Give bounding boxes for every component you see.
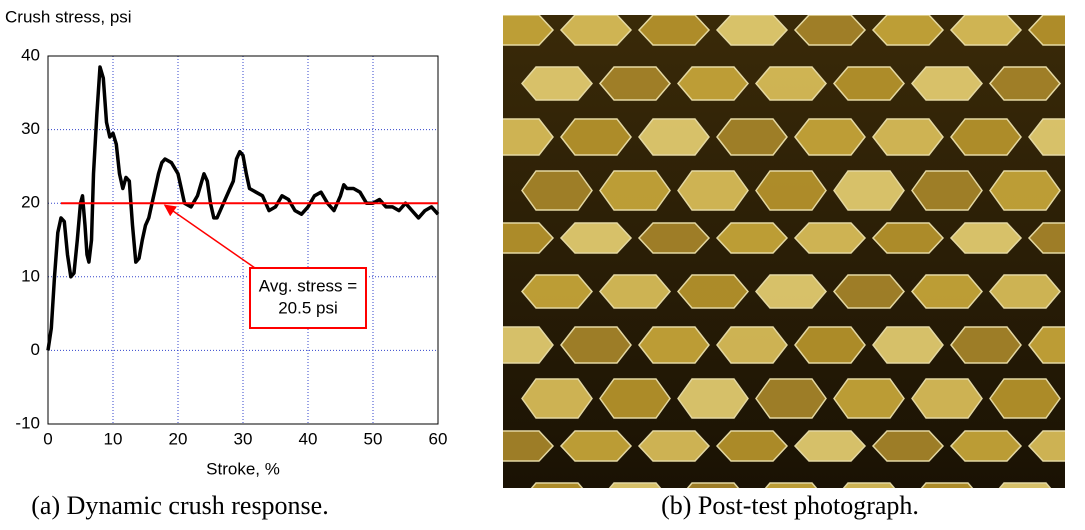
photo-cell bbox=[561, 119, 631, 155]
page: {"chart_data": {"type": "line", "y_label… bbox=[0, 0, 1085, 530]
x-tick-label: 10 bbox=[104, 429, 123, 448]
photo-cell bbox=[483, 119, 553, 155]
photo-cell bbox=[639, 15, 709, 45]
photo-cell bbox=[873, 15, 943, 45]
photo-cell bbox=[990, 171, 1060, 210]
photo-cell bbox=[717, 119, 787, 155]
photo-cell bbox=[483, 223, 553, 253]
photo-cell bbox=[717, 327, 787, 363]
photo-cell bbox=[795, 431, 865, 461]
photo-cell bbox=[912, 67, 982, 100]
photo-cell bbox=[912, 379, 982, 418]
photo-cell bbox=[561, 327, 631, 363]
photo-cell bbox=[1068, 379, 1085, 418]
y-tick-label: 0 bbox=[31, 340, 40, 359]
photo-cell bbox=[639, 223, 709, 253]
photo-cell bbox=[678, 171, 748, 210]
photo-cell bbox=[639, 431, 709, 461]
photo-cell bbox=[990, 483, 1060, 516]
photo-cell bbox=[639, 327, 709, 363]
x-tick-label: 20 bbox=[169, 429, 188, 448]
x-tick-label: 50 bbox=[364, 429, 383, 448]
y-tick-label: 20 bbox=[21, 193, 40, 212]
photo-cell bbox=[873, 327, 943, 363]
photo-cell bbox=[600, 379, 670, 418]
photo-cell bbox=[795, 223, 865, 253]
photo-cell bbox=[678, 275, 748, 308]
x-tick-label: 30 bbox=[234, 429, 253, 448]
photo-cell bbox=[795, 327, 865, 363]
photo-cell bbox=[912, 483, 982, 516]
y-tick-label: 10 bbox=[21, 266, 40, 285]
x-tick-label: 60 bbox=[429, 429, 448, 448]
photo-cell bbox=[600, 67, 670, 100]
photo-cell bbox=[483, 327, 553, 363]
photo-cell bbox=[483, 431, 553, 461]
photo-cell bbox=[561, 15, 631, 45]
photo-cell bbox=[522, 379, 592, 418]
photo-cell bbox=[678, 67, 748, 100]
annotation-text: 20.5 psi bbox=[278, 298, 338, 317]
photo-cell bbox=[795, 119, 865, 155]
photo-cell bbox=[873, 223, 943, 253]
y-tick-label: 40 bbox=[21, 45, 40, 64]
photo-cell bbox=[951, 431, 1021, 461]
photo-cell bbox=[1068, 275, 1085, 308]
photo-cell bbox=[756, 67, 826, 100]
photo-cell bbox=[1068, 171, 1085, 210]
x-tick-label: 40 bbox=[299, 429, 318, 448]
photo-cell bbox=[639, 119, 709, 155]
photo-cell bbox=[834, 171, 904, 210]
annotation-text: Avg. stress = bbox=[259, 276, 357, 295]
photo-cell bbox=[717, 15, 787, 45]
caption: (b) Post-test photograph. bbox=[661, 491, 919, 520]
photo-cell bbox=[756, 171, 826, 210]
photo-cell bbox=[951, 327, 1021, 363]
photo-cell bbox=[522, 171, 592, 210]
data-line bbox=[48, 67, 438, 350]
photograph bbox=[483, 15, 1085, 516]
photo-cell bbox=[600, 171, 670, 210]
photo-cell bbox=[756, 275, 826, 308]
photo-cell bbox=[834, 67, 904, 100]
caption: (a) Dynamic crush response. bbox=[31, 491, 328, 520]
y-tick-label: 30 bbox=[21, 119, 40, 138]
photo-cell bbox=[1068, 483, 1085, 516]
photo-cell bbox=[717, 431, 787, 461]
photo-cell bbox=[873, 119, 943, 155]
photo-cell bbox=[678, 379, 748, 418]
figure: Crush stress, psi Stroke, % (a) Dynamic … bbox=[0, 0, 1085, 525]
photo-cell bbox=[561, 431, 631, 461]
photo-cell bbox=[522, 67, 592, 100]
photo-cell bbox=[834, 379, 904, 418]
photo-cell bbox=[561, 223, 631, 253]
photo-cell bbox=[795, 15, 865, 45]
y-axis-label: Crush stress, psi bbox=[5, 7, 132, 26]
photo-cell bbox=[951, 15, 1021, 45]
photo-cell bbox=[912, 275, 982, 308]
photo-cell bbox=[873, 431, 943, 461]
photo-cell bbox=[522, 483, 592, 516]
photo-cell bbox=[990, 275, 1060, 308]
photo-cell bbox=[951, 223, 1021, 253]
photo-cell bbox=[990, 379, 1060, 418]
photo-cell bbox=[912, 171, 982, 210]
photo-cell bbox=[951, 119, 1021, 155]
photo-cell bbox=[483, 15, 553, 45]
x-tick-label: 0 bbox=[43, 429, 52, 448]
photo-cell bbox=[522, 275, 592, 308]
photo-cell bbox=[1068, 67, 1085, 100]
photo-cell bbox=[717, 223, 787, 253]
photo-cell bbox=[990, 67, 1060, 100]
photo-cell bbox=[756, 379, 826, 418]
photo-cell bbox=[600, 275, 670, 308]
x-axis-label: Stroke, % bbox=[206, 459, 280, 478]
photo-cell bbox=[600, 483, 670, 516]
y-tick-label: -10 bbox=[15, 413, 40, 432]
photo-cell bbox=[834, 275, 904, 308]
